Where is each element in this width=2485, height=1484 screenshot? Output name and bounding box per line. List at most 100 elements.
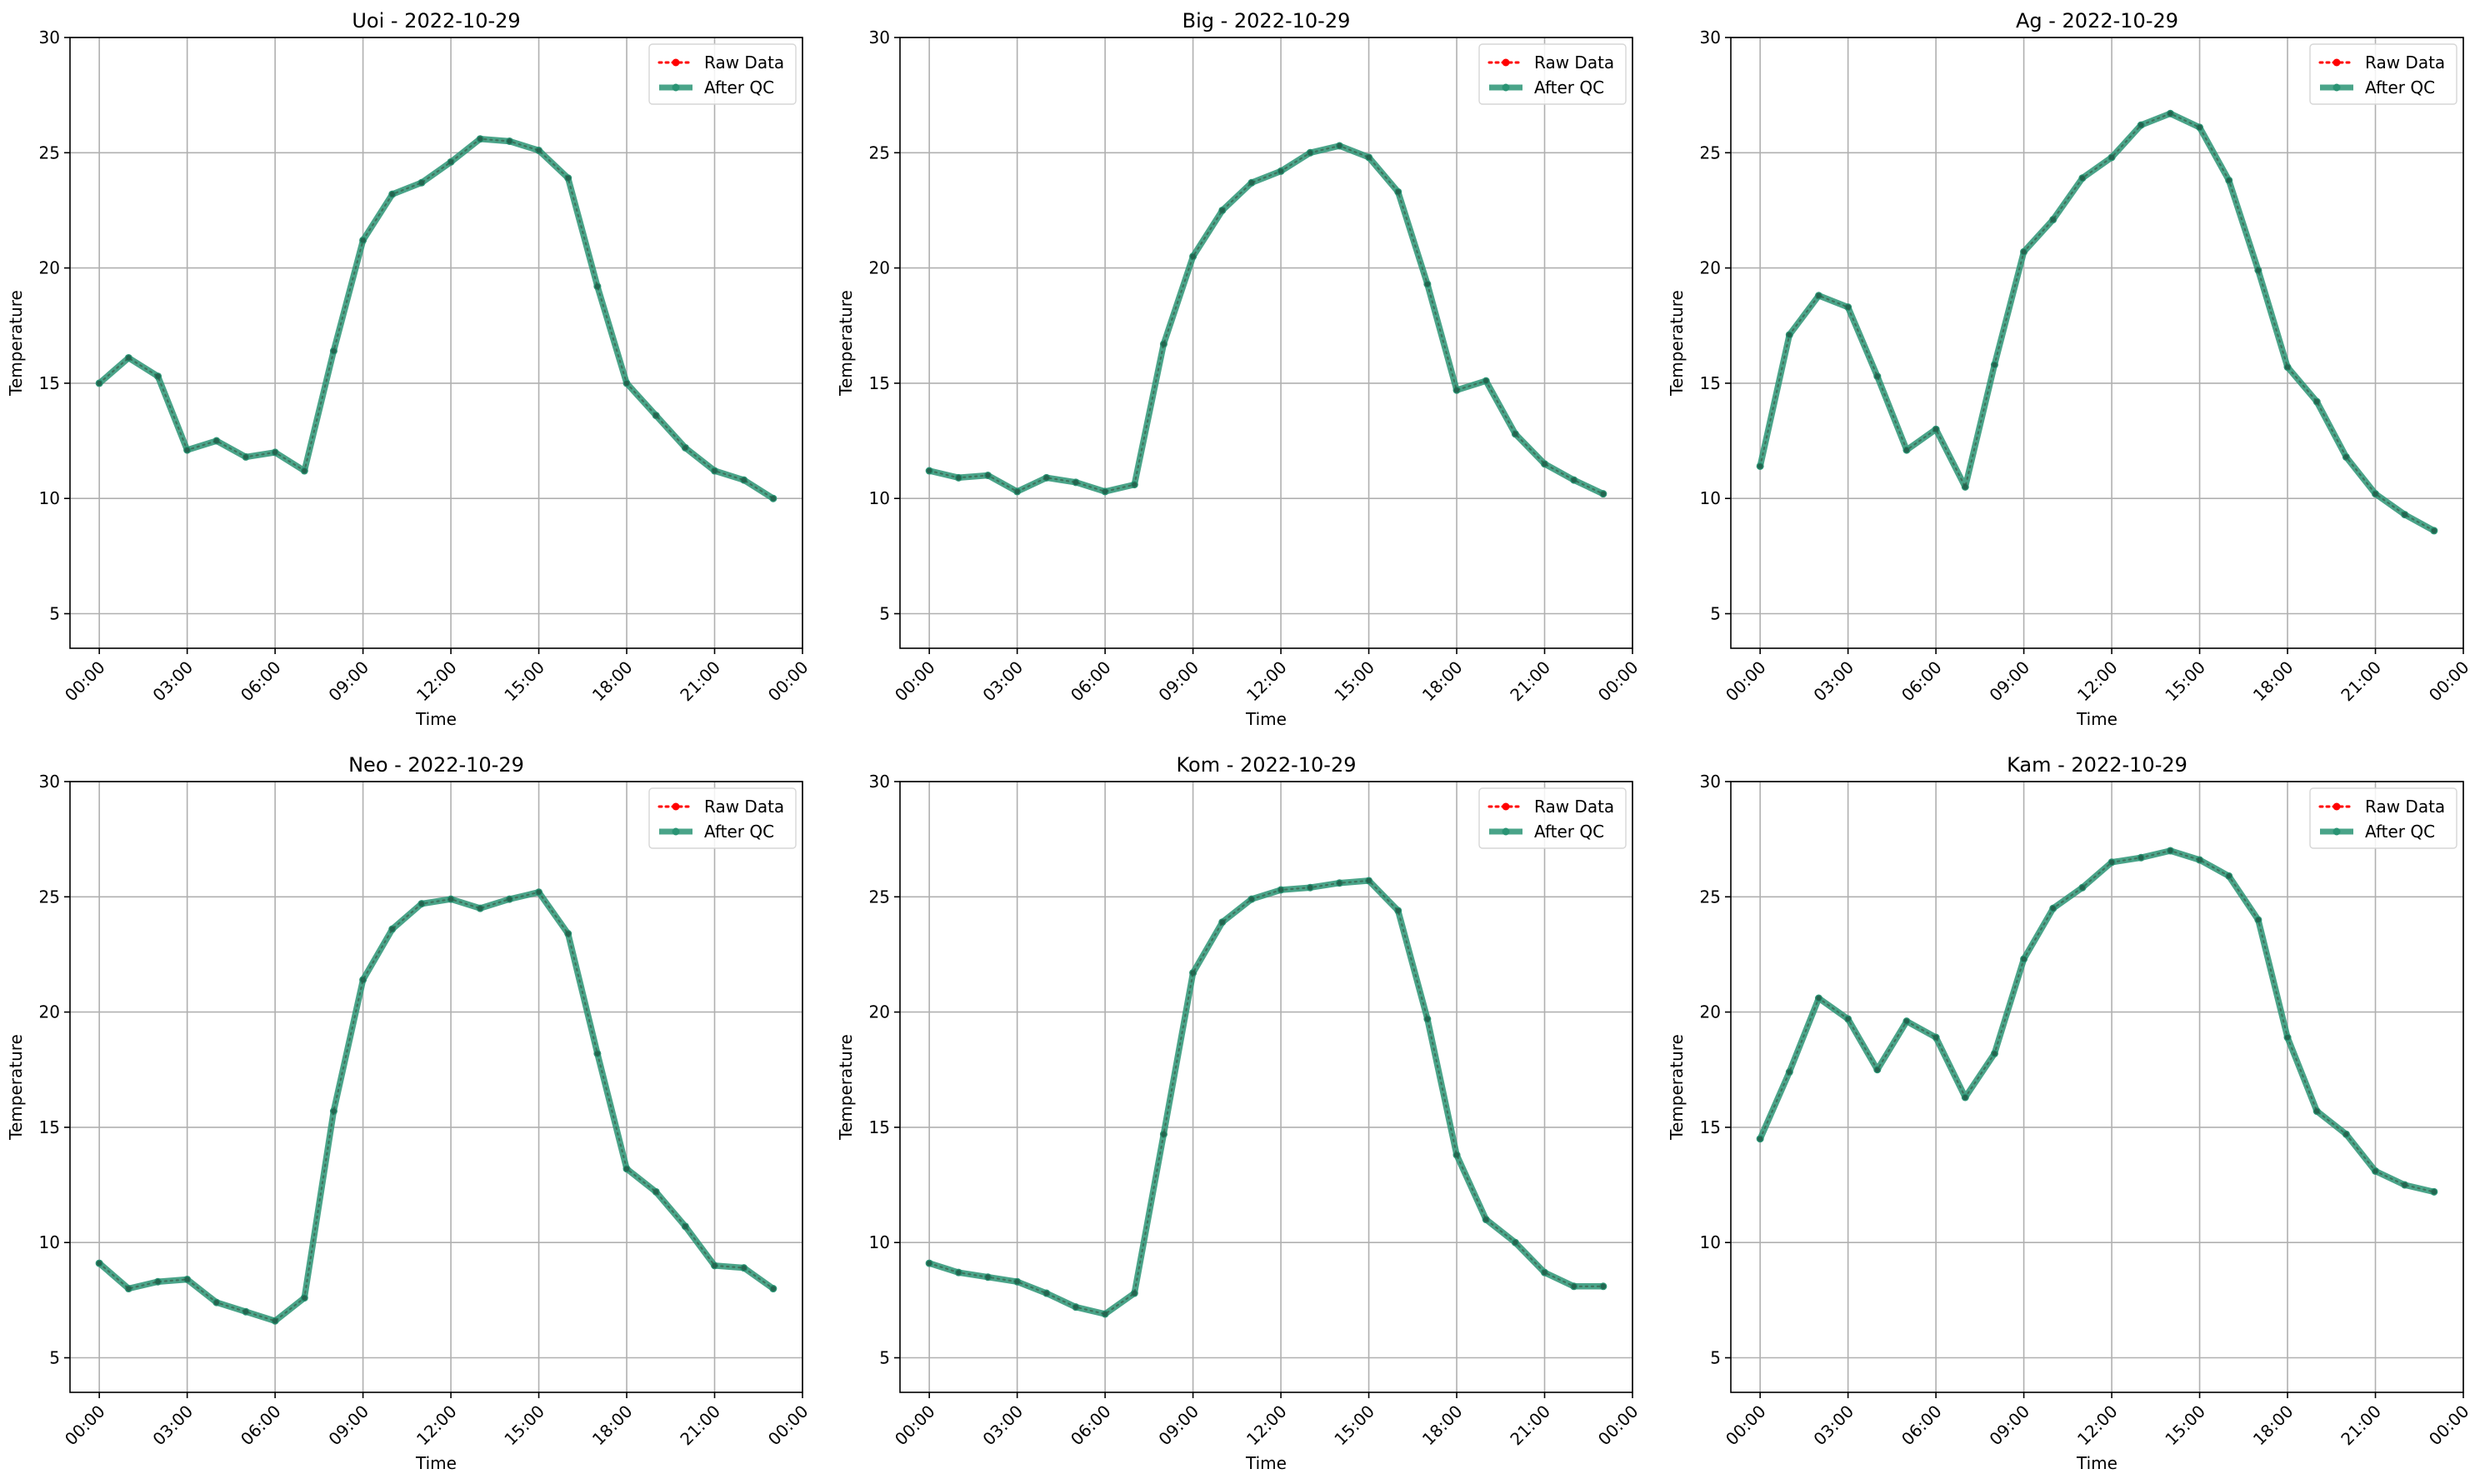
raw-data-point [478,136,483,142]
raw-data-point [1542,1269,1548,1276]
y-axis-label: Temperature [836,1034,856,1141]
y-tick-label: 25 [1700,887,1721,907]
legend-raw-label: Raw Data [704,52,784,72]
raw-data-point [1816,292,1822,298]
series-after-qc-line [1757,847,2438,1196]
raw-data-point [741,477,747,483]
raw-data-point [1845,1016,1851,1022]
raw-data-point [1453,1152,1460,1158]
x-tick-label: 03:00 [148,1402,197,1450]
x-tick-label: 00:00 [1594,1402,1642,1450]
y-axis-label: Temperature [1667,1034,1687,1141]
raw-data-point [272,449,278,456]
raw-data-point [2079,175,2086,181]
raw-data-point [623,380,630,387]
raw-data-point [360,977,366,983]
raw-data-point [331,1108,337,1114]
raw-data-point [272,1318,278,1324]
raw-data-point [1483,1217,1489,1222]
raw-data-point [1102,1311,1108,1317]
legend-raw-marker [672,58,680,67]
y-tick-label: 15 [869,373,890,393]
x-tick-label: 03:00 [1809,1402,1858,1450]
raw-data-point [184,447,190,453]
x-tick-label: 00:00 [2425,1402,2473,1450]
raw-data-point [155,373,161,379]
subplot-6: 00:00 03:00 06:00 09:00 12:00 15:00 18:00 21:00… [1667,753,2473,1473]
y-tick-label: 5 [879,1348,890,1368]
legend-raw-marker [1502,58,1510,67]
chart-title: Uoi - 2022-10-29 [352,9,520,32]
raw-data-point [1190,970,1196,976]
raw-data-point [126,355,132,361]
raw-data-point [926,1260,932,1267]
legend: Raw Data After QC [1478,787,1627,849]
raw-data-point [1337,142,1342,149]
y-tick-label: 20 [869,1002,890,1022]
raw-data-point [1571,1283,1577,1289]
x-tick-label: 06:00 [1067,1402,1115,1450]
raw-data-point [2168,847,2173,854]
raw-data-point [2402,512,2408,517]
x-tick-label: 21:00 [1506,657,1554,706]
raw-data-point [985,1274,991,1280]
legend-raw-label: Raw Data [2365,797,2445,817]
series-after-qc-line [96,889,777,1325]
axes-frame [899,781,1633,1393]
raw-data-point [2108,154,2115,161]
raw-data-point [1787,332,1792,338]
x-tick-label: 21:00 [2337,657,2385,706]
axes-frame [69,37,803,649]
raw-data-point [2168,111,2173,117]
raw-data-point [536,889,542,895]
raw-data-point [565,931,571,937]
y-tick-label: 25 [869,887,890,907]
raw-data-point [565,175,571,181]
x-tick-label: 15:00 [500,1402,548,1450]
x-tick-label: 03:00 [1809,657,1858,706]
raw-data-point [1366,877,1372,884]
legend-qc-marker [672,83,680,92]
raw-data-point [2226,177,2232,183]
raw-data-point [2255,917,2262,923]
raw-data-point [1757,463,1763,469]
y-tick-label: 15 [1700,1117,1721,1137]
x-tick-label: 09:00 [1985,1402,2033,1450]
legend-qc-marker [2332,827,2341,836]
raw-data-point [1571,477,1577,483]
raw-data-point [126,1286,132,1292]
y-tick-label: 10 [39,1232,60,1252]
subplot-3: 00:00 03:00 06:00 09:00 12:00 15:00 18:00 21:00… [1667,9,2473,729]
series-after-qc-line [926,142,1607,497]
raw-data-point [2431,527,2438,534]
raw-data-point [2343,1132,2349,1137]
y-tick-label: 30 [39,27,60,47]
legend-qc-marker [1502,827,1510,836]
raw-data-point [653,1189,659,1195]
x-axis-label: Time [415,709,457,729]
y-axis-label: Temperature [6,1034,26,1141]
raw-data-point [2108,859,2115,866]
subplot-1: 00:00 03:00 06:00 09:00 12:00 15:00 18:00 21:00… [6,9,812,729]
y-tick-label: 30 [1700,27,1721,47]
raw-data-point [1962,1094,1968,1101]
raw-data-point [770,496,777,502]
legend-qc-label: After QC [1534,77,1604,97]
chart-title: Kom - 2022-10-29 [1177,753,1357,777]
y-tick-label: 15 [1700,373,1721,393]
raw-data-point [956,475,962,481]
raw-data-point [2314,398,2320,405]
raw-data-point [594,283,601,289]
x-tick-label: 00:00 [61,1402,109,1450]
raw-data-point [1483,377,1489,384]
raw-data-point [1043,475,1050,481]
raw-data-point [1072,1304,1079,1310]
raw-data-point [389,191,395,197]
raw-data-point [2343,454,2349,460]
raw-data-point [360,237,366,243]
x-tick-label: 12:00 [1242,1402,1291,1450]
raw-data-point [2372,491,2378,497]
raw-data-point [418,180,425,186]
x-tick-label: 06:00 [1898,657,1946,706]
